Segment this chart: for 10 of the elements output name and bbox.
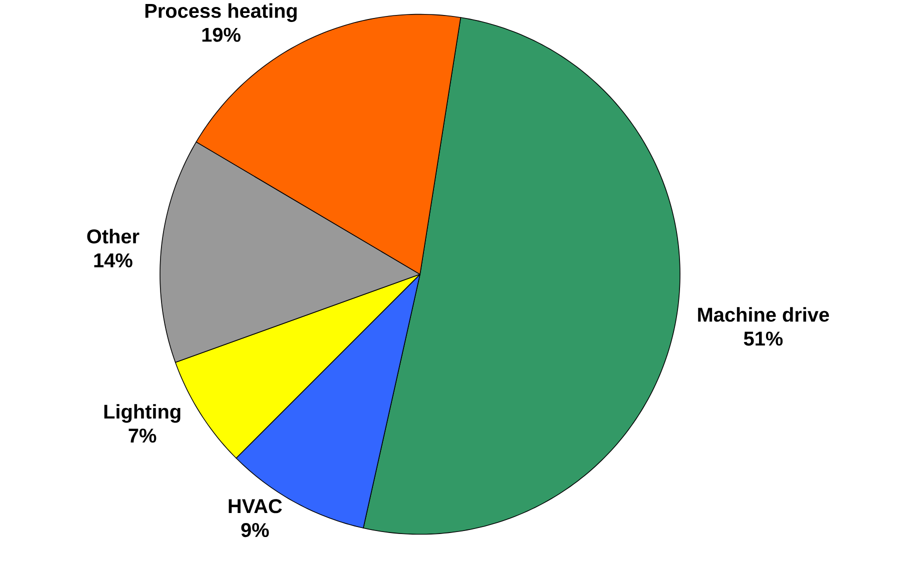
data-label: 7% — [128, 428, 156, 442]
data-label: 9% — [241, 522, 269, 537]
slice-label: Other — [87, 228, 140, 244]
data-label: 19% — [202, 28, 240, 42]
data-label: 14% — [94, 253, 132, 268]
slice-label: HVAC — [228, 498, 282, 514]
slice-label: Process heating — [145, 3, 297, 22]
data-label: 51% — [744, 332, 783, 346]
slice-label: Lighting — [104, 404, 180, 423]
slice-label: Machine drive — [698, 307, 829, 322]
